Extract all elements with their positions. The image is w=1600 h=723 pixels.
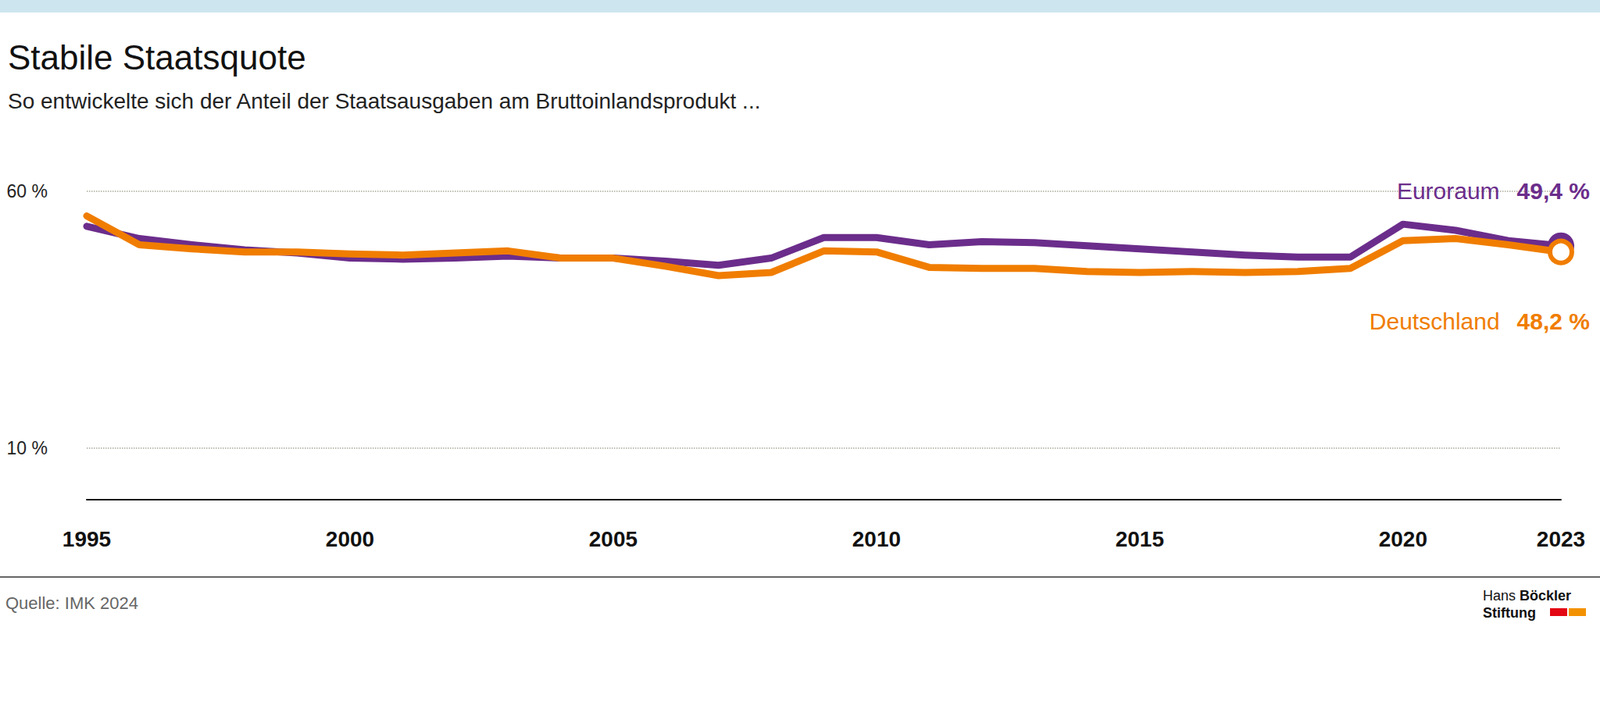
svg-text:Stiftung: Stiftung: [1482, 605, 1536, 622]
svg-text:49,4 %: 49,4 %: [1517, 178, 1590, 204]
svg-text:2000: 2000: [325, 527, 375, 552]
svg-text:2023: 2023: [1536, 527, 1586, 552]
svg-text:2015: 2015: [1115, 527, 1165, 552]
svg-text:60 %: 60 %: [7, 181, 48, 202]
svg-text:Hans: Hans: [1482, 588, 1520, 604]
svg-text:Quelle: IMK 2024: Quelle: IMK 2024: [5, 593, 139, 614]
svg-text:10 %: 10 %: [7, 438, 48, 459]
svg-text:2010: 2010: [852, 527, 901, 552]
svg-text:1995: 1995: [62, 527, 111, 552]
svg-text:Euroraum: Euroraum: [1396, 178, 1500, 204]
svg-text:Deutschland: Deutschland: [1369, 308, 1500, 335]
svg-text:2020: 2020: [1378, 527, 1428, 552]
svg-text:Böckler: Böckler: [1519, 588, 1572, 604]
svg-text:48,2 %: 48,2 %: [1517, 308, 1590, 335]
svg-text:2005: 2005: [589, 527, 638, 552]
svg-text:Stabile Staatsquote: Stabile Staatsquote: [7, 38, 307, 77]
svg-text:So entwickelte sich der Anteil: So entwickelte sich der Anteil der Staat…: [7, 89, 761, 114]
